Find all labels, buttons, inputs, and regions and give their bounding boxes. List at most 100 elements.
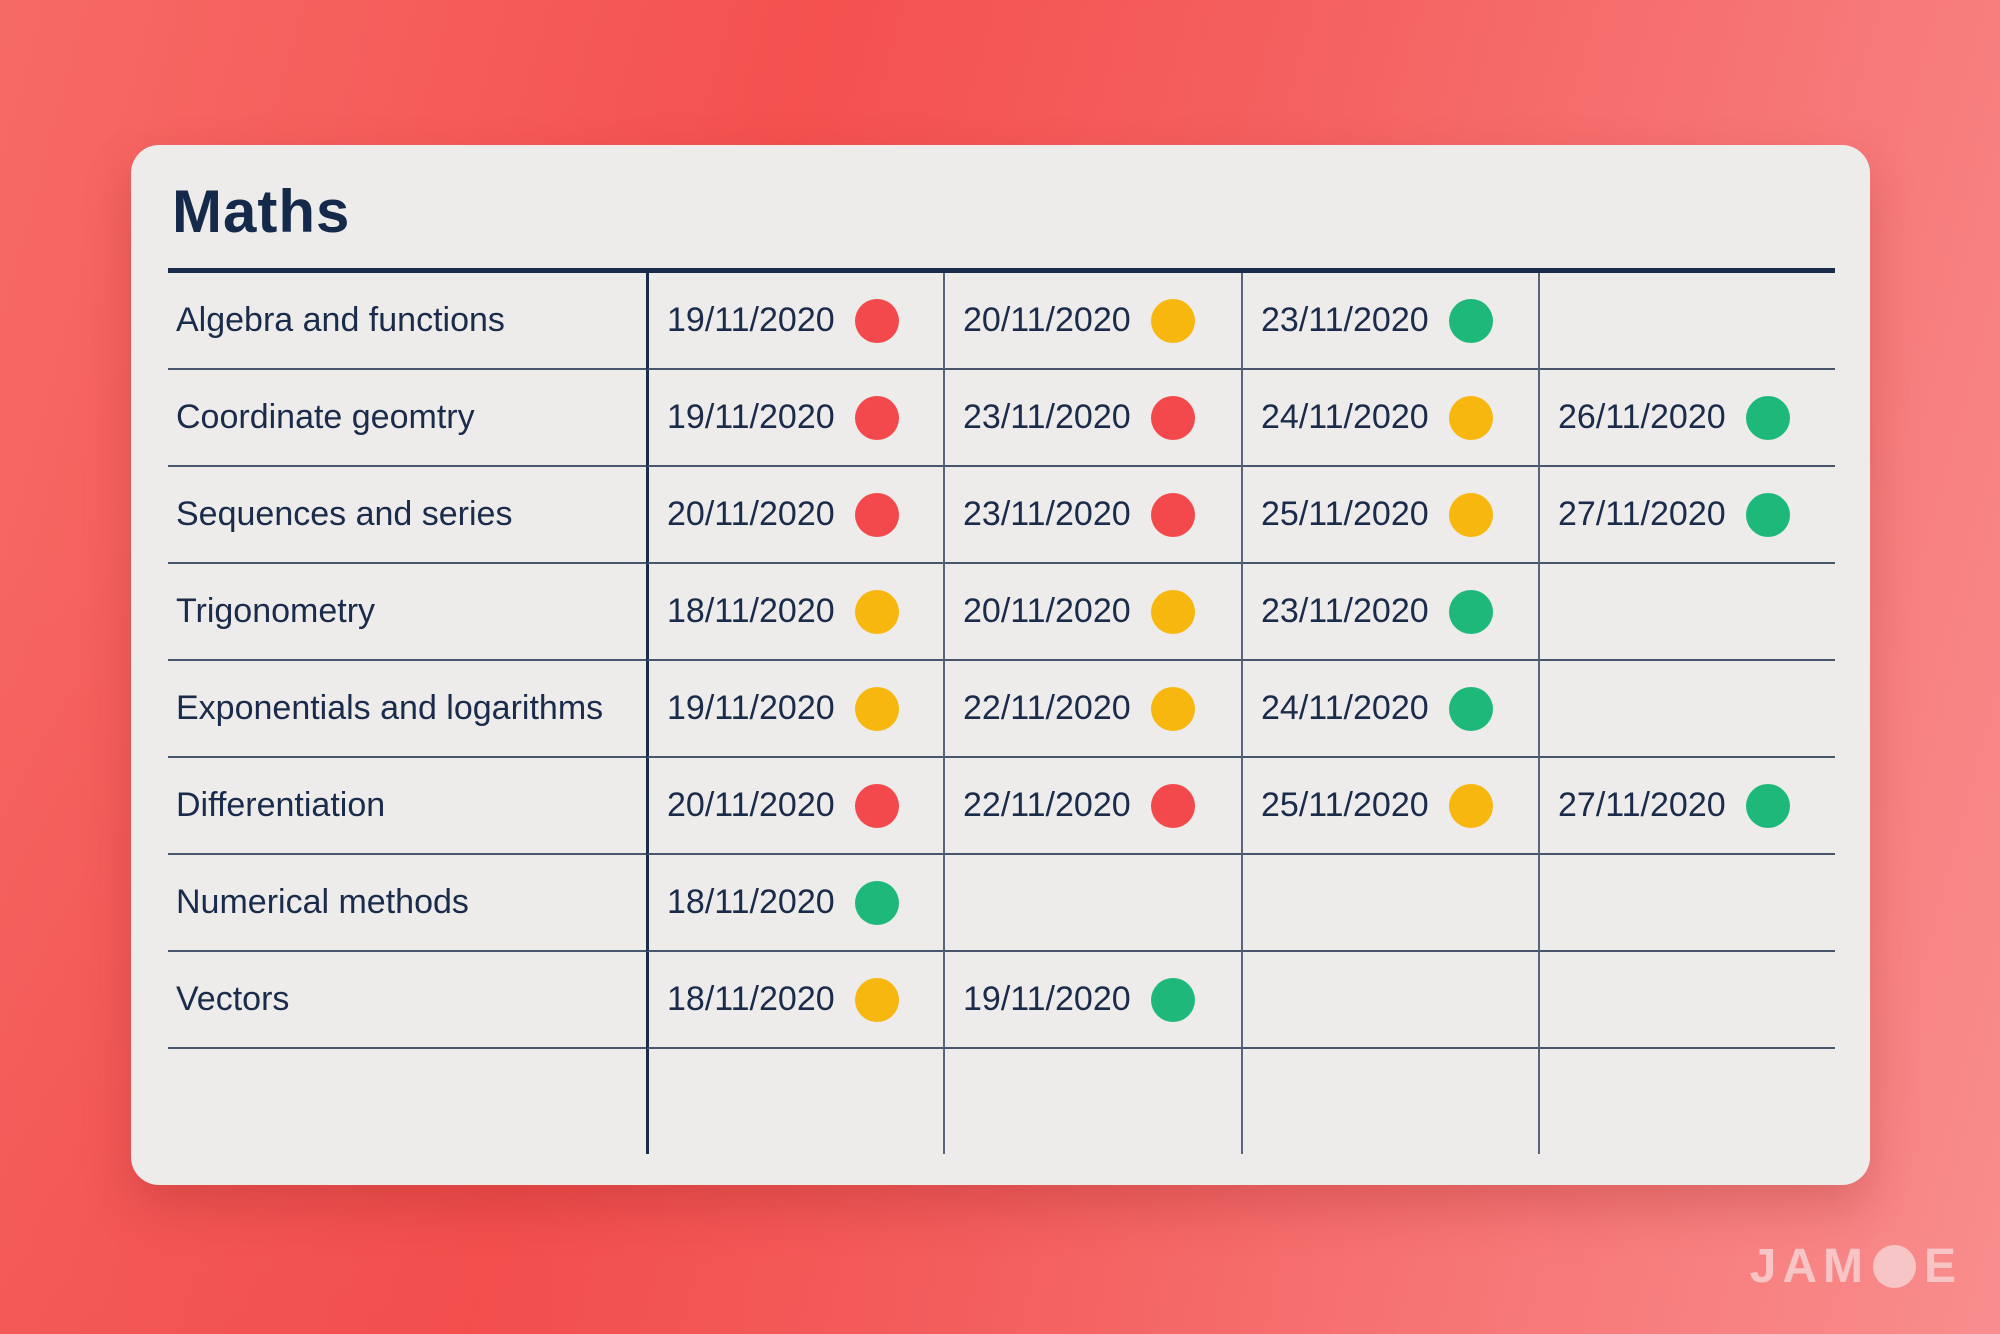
status-dot-yellow-icon: [1150, 298, 1195, 343]
topic-cell: Exponentials and logarithms: [168, 661, 646, 758]
topic-label: Coordinate geomtry: [176, 398, 475, 436]
attempt-cell: [1538, 952, 1835, 1049]
status-dot-red-icon: [854, 492, 899, 537]
table-row: Coordinate geomtry 19/11/2020 23/11/2020 24…: [168, 370, 1835, 467]
attempt-cell: [1538, 273, 1835, 370]
topic-label: Differentiation: [176, 786, 386, 824]
attempt-cell: [1538, 855, 1835, 952]
attempt-cell: 24/11/2020: [1241, 370, 1538, 467]
attempt-date: 19/11/2020: [667, 398, 835, 436]
attempt-cell: [943, 855, 1241, 952]
attempt-cell: 23/11/2020: [1241, 273, 1538, 370]
attempt-date: 19/11/2020: [667, 301, 835, 339]
table-row: Trigonometry 18/11/2020 20/11/2020 23/11/20…: [168, 564, 1835, 661]
attempt-date: 25/11/2020: [1261, 786, 1429, 824]
status-dot-yellow-icon: [1448, 395, 1493, 440]
attempt-cell: 23/11/2020: [943, 370, 1241, 467]
topic-label: Trigonometry: [176, 592, 376, 630]
status-dot-green-icon: [1448, 589, 1493, 634]
attempt-cell: [1241, 1049, 1538, 1154]
logo-o-circle-icon: [1872, 1245, 1916, 1288]
topic-cell: Numerical methods: [168, 855, 646, 952]
status-dot-green-icon: [1745, 395, 1790, 440]
status-dot-green-icon: [1745, 783, 1790, 828]
attempt-date: 22/11/2020: [963, 689, 1131, 727]
attempt-cell: 20/11/2020: [943, 273, 1241, 370]
attempt-date: 19/11/2020: [963, 980, 1131, 1018]
attempt-date: 20/11/2020: [963, 592, 1131, 630]
attempt-cell: 19/11/2020: [646, 370, 943, 467]
attempt-cell: 24/11/2020: [1241, 661, 1538, 758]
attempt-cell: 22/11/2020: [943, 758, 1241, 855]
attempt-cell: 23/11/2020: [1241, 564, 1538, 661]
status-dot-red-icon: [854, 298, 899, 343]
attempt-date: 23/11/2020: [1261, 301, 1429, 339]
attempt-date: 18/11/2020: [667, 980, 835, 1018]
topic-cell: Algebra and functions: [168, 273, 646, 370]
table-row: Numerical methods 18/11/2020: [168, 855, 1835, 952]
attempt-cell: 18/11/2020: [646, 564, 943, 661]
status-dot-red-icon: [1150, 395, 1195, 440]
attempt-date: 19/11/2020: [667, 689, 835, 727]
status-dot-yellow-icon: [854, 686, 899, 731]
attempt-date: 20/11/2020: [963, 301, 1131, 339]
attempt-cell: 18/11/2020: [646, 855, 943, 952]
attempt-date: 27/11/2020: [1558, 786, 1726, 824]
status-dot-green-icon: [1448, 686, 1493, 731]
attempt-cell: 19/11/2020: [646, 273, 943, 370]
attempt-cell: 27/11/2020: [1538, 467, 1835, 564]
attempt-date: 27/11/2020: [1558, 495, 1726, 533]
attempt-cell: 22/11/2020: [943, 661, 1241, 758]
attempt-cell: [1538, 661, 1835, 758]
status-dot-yellow-icon: [1448, 783, 1493, 828]
topic-label: Algebra and functions: [176, 301, 505, 339]
topic-label: Numerical methods: [176, 883, 469, 921]
topic-cell: Sequences and series: [168, 467, 646, 564]
topic-cell: [168, 1049, 646, 1154]
attempt-cell: 26/11/2020: [1538, 370, 1835, 467]
table-row: Vectors 18/11/2020 19/11/2020: [168, 952, 1835, 1049]
revision-card: Maths Algebra and functions 19/11/2020 20/…: [131, 145, 1870, 1185]
attempt-cell: 19/11/2020: [943, 952, 1241, 1049]
attempt-cell: 19/11/2020: [646, 661, 943, 758]
status-dot-yellow-icon: [1150, 589, 1195, 634]
attempt-cell: [1538, 564, 1835, 661]
status-dot-yellow-icon: [1448, 492, 1493, 537]
attempt-date: 20/11/2020: [667, 786, 835, 824]
table-row: Sequences and series 20/11/2020 23/11/2020…: [168, 467, 1835, 564]
logo-text-pre: JAM: [1749, 1240, 1869, 1293]
attempt-cell: 20/11/2020: [646, 467, 943, 564]
attempt-date: 24/11/2020: [1261, 689, 1429, 727]
attempt-cell: 27/11/2020: [1538, 758, 1835, 855]
attempt-cell: 25/11/2020: [1241, 467, 1538, 564]
status-dot-red-icon: [854, 395, 899, 440]
attempt-cell: [1241, 855, 1538, 952]
attempt-date: 23/11/2020: [963, 495, 1131, 533]
status-dot-red-icon: [854, 783, 899, 828]
attempt-cell: [1538, 1049, 1835, 1154]
topic-label: Sequences and series: [176, 495, 513, 533]
attempt-date: 23/11/2020: [963, 398, 1131, 436]
status-dot-green-icon: [1448, 298, 1493, 343]
table-row: Differentiation 20/11/2020 22/11/2020 25/11…: [168, 758, 1835, 855]
table-row: Exponentials and logarithms 19/11/2020 22/…: [168, 661, 1835, 758]
topic-cell: Trigonometry: [168, 564, 646, 661]
attempt-date: 26/11/2020: [1558, 398, 1726, 436]
attempt-cell: [1241, 952, 1538, 1049]
status-dot-red-icon: [1150, 783, 1195, 828]
attempt-date: 25/11/2020: [1261, 495, 1429, 533]
topic-label: Vectors: [176, 980, 290, 1018]
attempt-cell: [943, 1049, 1241, 1154]
jamoe-logo: JAM E: [1750, 1239, 1962, 1294]
table-row: Algebra and functions 19/11/2020 20/11/202…: [168, 273, 1835, 370]
attempt-date: 22/11/2020: [963, 786, 1131, 824]
topic-cell: Vectors: [168, 952, 646, 1049]
status-dot-green-icon: [1745, 492, 1790, 537]
attempt-cell: [646, 1049, 943, 1154]
page-title: Maths: [172, 178, 351, 245]
status-dot-red-icon: [1150, 492, 1195, 537]
status-dot-yellow-icon: [854, 589, 899, 634]
attempt-date: 18/11/2020: [667, 592, 835, 630]
attempt-cell: 20/11/2020: [943, 564, 1241, 661]
